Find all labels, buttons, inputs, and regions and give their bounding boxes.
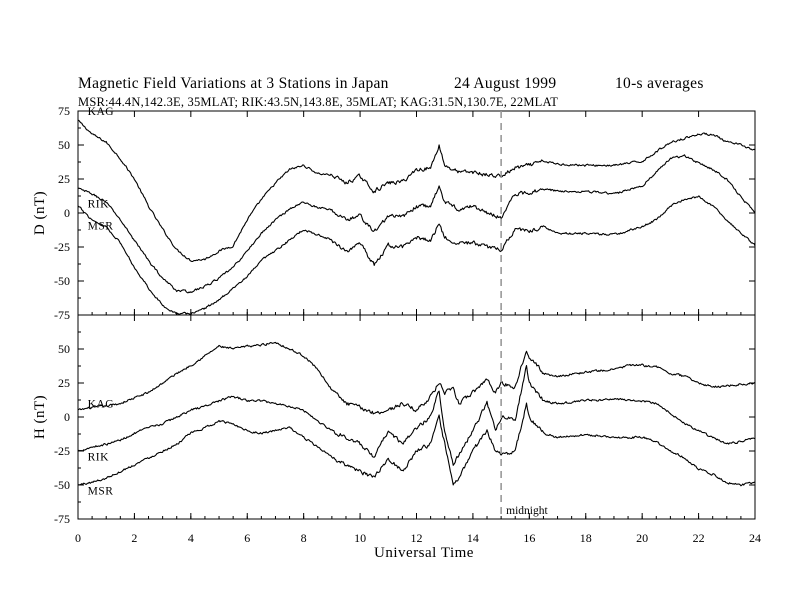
- station-label-d-msr: MSR: [88, 220, 114, 232]
- panel-h-ytick-label: 0: [64, 410, 70, 424]
- x-tick-label: 0: [75, 531, 81, 545]
- x-axis: 0 2 4 6 8 10 12 14 16 18 20 22 24: [75, 531, 761, 545]
- panel-d-ytick-label: -50: [54, 274, 70, 288]
- panel-h-ticks: -75 -50 -25 0 25 50: [54, 314, 756, 526]
- panel-h-ytick-label: -25: [54, 444, 70, 458]
- x-tick-label: 2: [131, 531, 137, 545]
- panel-h-ytick-label: 25: [58, 376, 70, 390]
- panel-h-ytick-label: 50: [58, 342, 70, 356]
- panel-d-ytick-label: 0: [64, 206, 70, 220]
- trace-h-rik: [77, 364, 755, 466]
- panel-h: -75 -50 -25 0 25 50 KAG RIK MSR H (nT): [32, 314, 756, 526]
- panel-d-frame: [77, 110, 756, 316]
- x-axis-title: Universal Time: [374, 545, 474, 561]
- trace-h-msr: [77, 402, 756, 487]
- station-label-h-rik: RIK: [88, 452, 110, 464]
- x-tick-label: 16: [523, 531, 535, 545]
- station-label-h-msr: MSR: [88, 486, 114, 498]
- x-tick-label: 24: [749, 531, 761, 545]
- panel-d-station-labels: KAG RIK MSR: [88, 106, 114, 232]
- panel-h-station-labels: KAG RIK MSR: [88, 398, 114, 497]
- chart-title: Magnetic Field Variations at 3 Stations …: [78, 75, 389, 92]
- trace-h-kag: [77, 341, 756, 415]
- panel-d-traces: [77, 119, 756, 316]
- chart-subtitle: MSR:44.4N,142.3E, 35MLAT; RIK:43.5N,143.…: [78, 95, 558, 109]
- panel-h-ytick-label: -50: [54, 478, 70, 492]
- panel-h-ylabel: H (nT): [32, 395, 48, 439]
- x-tick-label: 14: [467, 531, 479, 545]
- station-label-d-kag: KAG: [88, 106, 114, 118]
- trace-d-msr: [77, 195, 756, 316]
- trace-d-kag: [77, 119, 756, 263]
- x-tick-label: 22: [693, 531, 705, 545]
- panel-d-ytick-label: -75: [54, 308, 70, 322]
- panel-d-ytick-label: 50: [58, 138, 70, 152]
- panel-h-ytick-label: -75: [54, 512, 70, 526]
- midnight-label: midnight: [506, 505, 548, 517]
- x-tick-label: 4: [188, 531, 194, 545]
- panel-d-ytick-label: 75: [58, 104, 70, 118]
- station-label-h-kag: KAG: [88, 398, 114, 410]
- panel-d-ticks: -75 -50 -25 0 25 50 75: [54, 104, 756, 322]
- trace-d-rik: [77, 154, 756, 294]
- chart-averaging: 10-s averages: [615, 75, 704, 92]
- panel-d-ylabel: D (nT): [32, 191, 48, 235]
- panel-d-ytick-label: -25: [54, 240, 70, 254]
- x-tick-label: 20: [636, 531, 648, 545]
- x-tick-label: 10: [354, 531, 366, 545]
- x-tick-label: 6: [244, 531, 250, 545]
- x-tick-label: 12: [411, 531, 423, 545]
- station-label-d-rik: RIK: [88, 199, 110, 211]
- x-tick-label: 8: [301, 531, 307, 545]
- panel-d-ytick-label: 25: [58, 172, 70, 186]
- x-tick-label: 18: [580, 531, 592, 545]
- chart-date: 24 August 1999: [454, 75, 556, 92]
- panel-h-traces: [77, 341, 756, 487]
- panel-d: -75 -50 -25 0 25 50 75 KAG RIK MSR D (nT): [32, 104, 756, 322]
